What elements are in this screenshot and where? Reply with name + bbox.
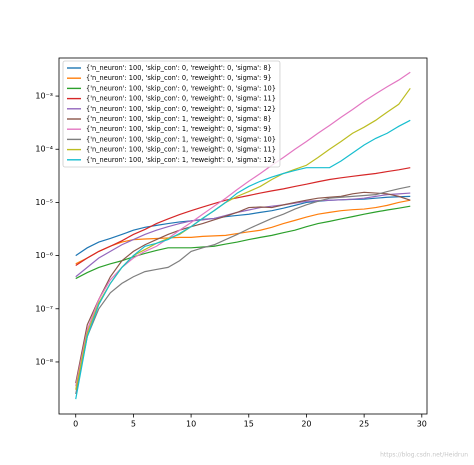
y-tick-label: 10⁻⁷ bbox=[35, 304, 53, 313]
legend: {'n_neuron': 100, 'skip_con': 0, 'reweig… bbox=[62, 60, 281, 168]
legend-label: {'n_neuron': 100, 'skip_con': 0, 'reweig… bbox=[86, 84, 276, 92]
y-tick-label: 10⁻⁶ bbox=[35, 251, 53, 260]
x-tick-label: 15 bbox=[244, 420, 254, 429]
y-tick-label: 10⁻³ bbox=[35, 92, 53, 101]
y-tick-label: 10⁻⁵ bbox=[35, 198, 53, 207]
y-tick-label: 10⁻⁴ bbox=[35, 145, 53, 154]
legend-label: {'n_neuron': 100, 'skip_con': 0, 'reweig… bbox=[86, 105, 276, 113]
x-tick-label: 5 bbox=[131, 420, 136, 429]
legend-label: {'n_neuron': 100, 'skip_con': 0, 'reweig… bbox=[86, 64, 272, 72]
series-line bbox=[75, 185, 411, 395]
axes-frame bbox=[58, 57, 428, 415]
legend-label: {'n_neuron': 100, 'skip_con': 0, 'reweig… bbox=[86, 95, 276, 103]
x-tick-label: 10 bbox=[186, 420, 196, 429]
legend-box bbox=[62, 60, 281, 168]
legend-label: {'n_neuron': 100, 'skip_con': 0, 'reweig… bbox=[86, 74, 272, 82]
x-tick-label: 30 bbox=[417, 420, 427, 429]
legend-label: {'n_neuron': 100, 'skip_con': 1, 'reweig… bbox=[86, 146, 276, 154]
series-line bbox=[75, 119, 411, 400]
series-line bbox=[75, 191, 411, 384]
legend-label: {'n_neuron': 100, 'skip_con': 1, 'reweig… bbox=[86, 135, 276, 143]
series-line bbox=[75, 167, 411, 267]
x-tick-label: 20 bbox=[301, 420, 311, 429]
x-tick-label: 0 bbox=[73, 420, 78, 429]
series-line bbox=[75, 192, 411, 278]
watermark: https://blog.csdn.net/Heidrun bbox=[380, 452, 468, 459]
legend-label: {'n_neuron': 100, 'skip_con': 1, 'reweig… bbox=[86, 156, 276, 164]
x-tick-label: 25 bbox=[359, 420, 369, 429]
series-line bbox=[75, 71, 411, 387]
legend-label: {'n_neuron': 100, 'skip_con': 1, 'reweig… bbox=[86, 125, 272, 133]
legend-label: {'n_neuron': 100, 'skip_con': 1, 'reweig… bbox=[86, 115, 272, 123]
plot-area bbox=[75, 71, 411, 400]
y-tick-label: 10⁻⁸ bbox=[35, 357, 53, 366]
